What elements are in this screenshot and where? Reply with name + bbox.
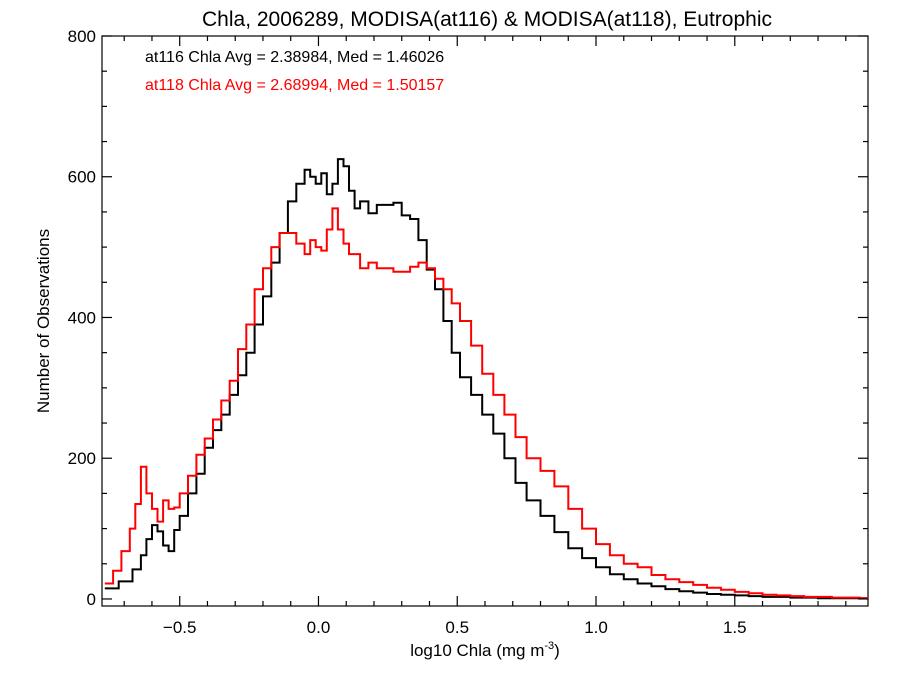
plot-frame xyxy=(101,35,869,607)
x-axis-label-tail: ) xyxy=(554,641,560,660)
x-tick-label: 1.0 xyxy=(584,618,608,637)
tick-layer: −0.5 0.0 0.5 1.0 1.5 0 200 400 600 800 xyxy=(68,27,868,637)
series-line-0 xyxy=(104,158,868,600)
x-tick-label: 0.5 xyxy=(445,618,469,637)
y-tick-label: 200 xyxy=(68,449,96,468)
x-tick-label: −0.5 xyxy=(163,618,197,637)
x-axis-label: log10 Chla (mg m-3) xyxy=(410,640,560,660)
x-tick-label: 0.0 xyxy=(307,618,331,637)
y-tick-label: 600 xyxy=(68,168,96,187)
annotation-at118: at118 Chla Avg = 2.68994, Med = 1.50157 xyxy=(145,77,444,94)
x-axis-label-main: log10 Chla (mg m xyxy=(410,641,544,660)
x-tick-label: 1.5 xyxy=(723,618,747,637)
annotation-at116: at116 Chla Avg = 2.38984, Med = 1.46026 xyxy=(145,49,444,66)
y-tick-label: 400 xyxy=(68,308,96,327)
series-line-1 xyxy=(104,207,868,600)
y-tick-label: 800 xyxy=(68,27,96,46)
y-tick-label: 0 xyxy=(87,590,96,609)
x-axis-label-sup: -3 xyxy=(544,640,554,652)
y-axis-label: Number of Observations xyxy=(34,229,53,413)
chart-title: Chla, 2006289, MODISA(at116) & MODISA(at… xyxy=(202,8,772,31)
series-layer xyxy=(104,158,868,600)
